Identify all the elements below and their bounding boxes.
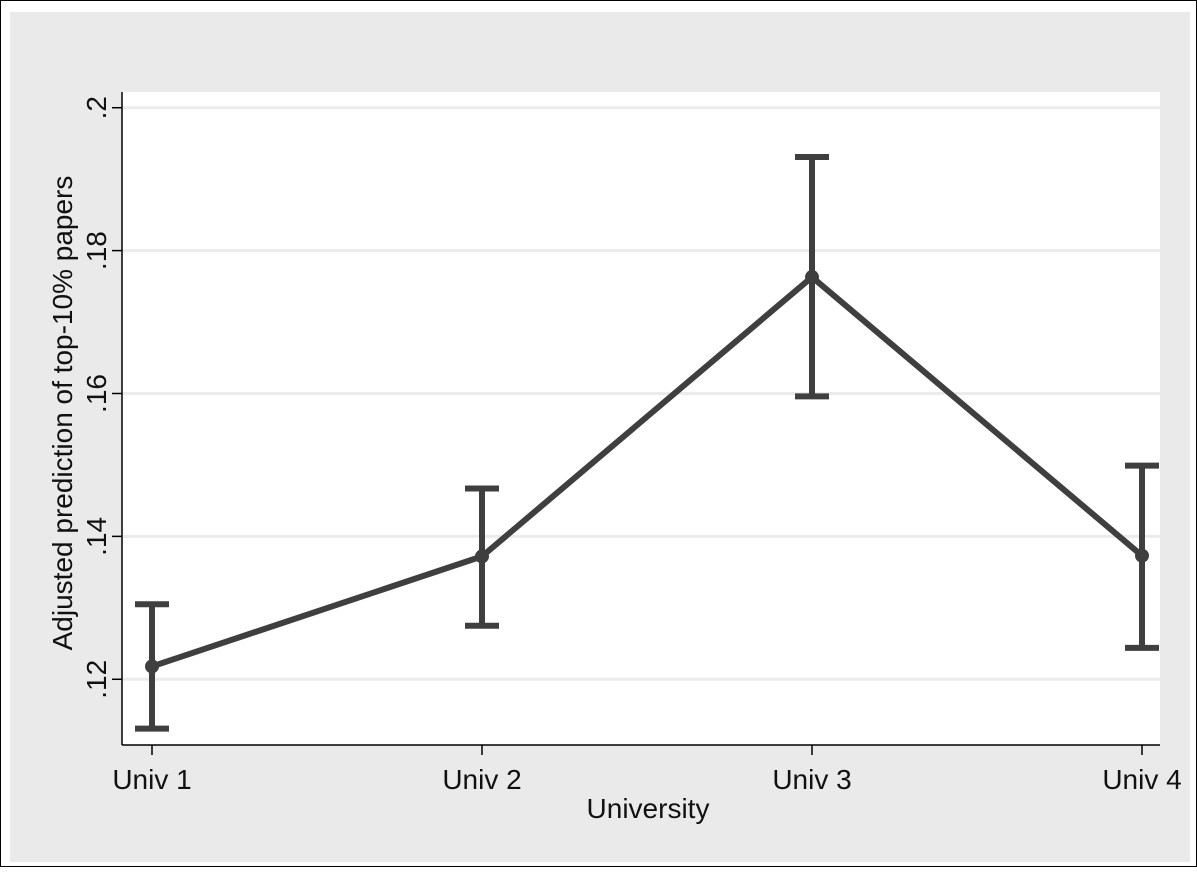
x-tick-label: Univ 1 [112, 764, 191, 795]
tick-marks [112, 106, 1143, 755]
series-line-group [145, 270, 1149, 674]
x-tick-label: Univ 4 [1102, 764, 1181, 795]
data-point [145, 659, 159, 674]
tick-labels: .12 .14 .16 .18 .2 Univ 1 Univ 2 Univ 3 Univ 4 [81, 96, 1182, 795]
x-tick-label: Univ 2 [442, 764, 521, 795]
x-tick-label: Univ 3 [772, 764, 851, 795]
data-point [475, 549, 489, 564]
y-tick-label: .14 [81, 517, 112, 556]
series-line [151, 274, 1144, 670]
axes [121, 92, 1160, 746]
y-tick-label: .18 [81, 231, 112, 270]
data-point [1135, 548, 1149, 563]
y-tick-label: .2 [81, 96, 112, 119]
y-tick-label: .16 [81, 374, 112, 413]
y-tick-label: .12 [81, 660, 112, 699]
y-axis-label: Adjusted prediction of top-10% papers [47, 176, 78, 651]
gridlines [122, 106, 1160, 681]
x-axis-label: University [587, 793, 710, 824]
data-point [805, 270, 819, 285]
